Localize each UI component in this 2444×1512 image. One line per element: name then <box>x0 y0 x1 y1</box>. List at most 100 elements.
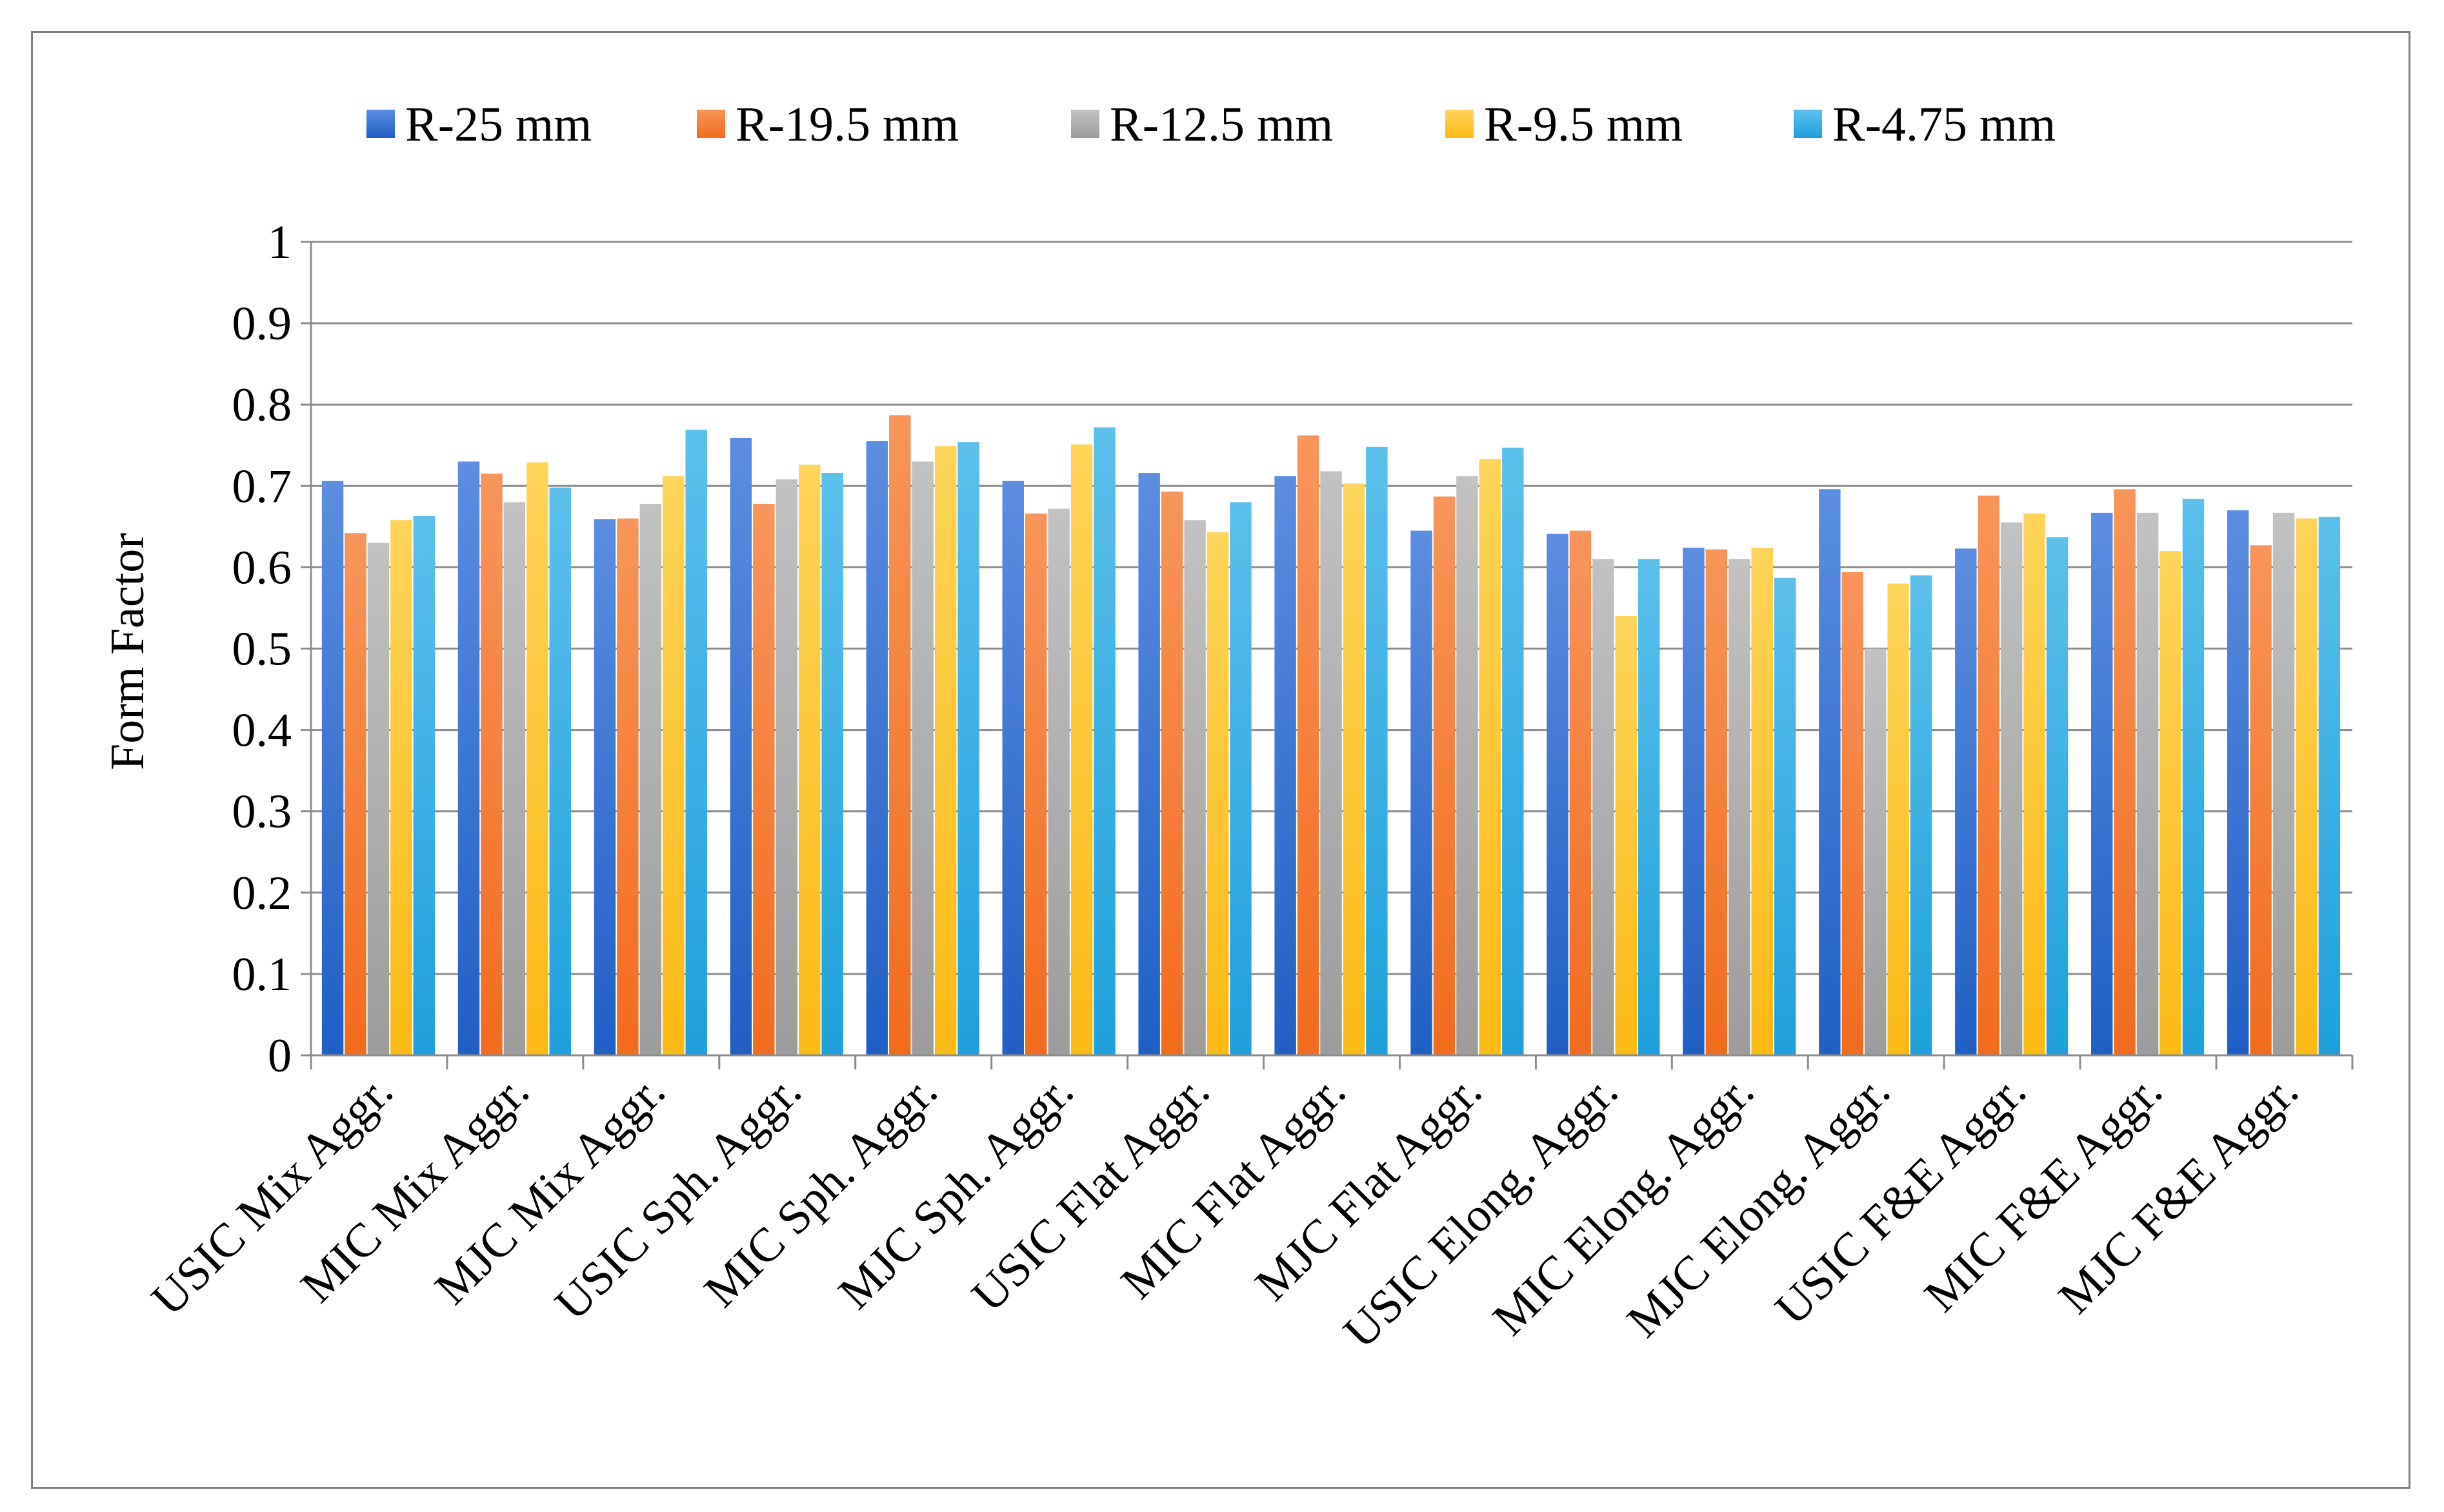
bar-3-series-5 <box>685 430 707 1055</box>
x-category-label: MJC Sph. Aggr. <box>828 1064 1083 1319</box>
bar-4-series-1 <box>730 437 752 1055</box>
legend-label-5: R-4.75 mm <box>1832 97 2056 152</box>
y-tick-label: 0.1 <box>232 948 292 1001</box>
bar-13-series-3 <box>2000 522 2023 1055</box>
bar-8-series-5 <box>1366 446 1388 1055</box>
bar-10-series-2 <box>1569 530 1592 1055</box>
x-category-label: USIC F&E Aggr. <box>1765 1064 2036 1335</box>
legend-swatch-3 <box>1071 110 1099 138</box>
bar-3-series-1 <box>594 519 616 1055</box>
bar-8-series-2 <box>1297 435 1319 1055</box>
bar-11-series-3 <box>1728 559 1750 1055</box>
legend-swatch-1 <box>366 110 395 138</box>
bar-6-series-2 <box>1025 513 1047 1055</box>
legend-label-2: R-19.5 mm <box>736 97 959 152</box>
bar-1-series-2 <box>345 533 366 1055</box>
x-category-label: MIC Sph. Aggr. <box>694 1064 947 1317</box>
bar-2-series-4 <box>526 462 548 1055</box>
bar-10-series-5 <box>1638 559 1660 1055</box>
bar-5-series-3 <box>912 461 934 1055</box>
x-category-label: USIC Flat Aggr. <box>962 1064 1220 1322</box>
bar-13-series-4 <box>2023 513 2045 1055</box>
bar-14-series-1 <box>2091 512 2113 1055</box>
bar-14-series-5 <box>2182 499 2205 1055</box>
bar-4-series-4 <box>798 464 821 1055</box>
y-tick-label: 0 <box>268 1030 292 1082</box>
bar-2-series-1 <box>457 461 480 1055</box>
bar-9-series-5 <box>1502 448 1524 1055</box>
bar-2-series-5 <box>549 487 571 1055</box>
y-tick-label: 1 <box>268 216 292 269</box>
y-tick-label: 0.2 <box>232 867 292 920</box>
bar-11-series-4 <box>1751 548 1773 1055</box>
bar-1-series-5 <box>413 515 436 1055</box>
bar-11-series-5 <box>1774 577 1796 1055</box>
bar-9-series-1 <box>1410 530 1432 1055</box>
x-category-label: MJC F&E Aggr. <box>2048 1064 2309 1324</box>
bar-8-series-3 <box>1320 471 1342 1055</box>
legend-swatch-4 <box>1445 110 1474 138</box>
y-tick-label: 0.9 <box>232 297 292 350</box>
bar-8-series-1 <box>1274 476 1296 1055</box>
bar-15-series-1 <box>2227 510 2249 1055</box>
y-axis-ticks: 0 0.1 0.2 0.3 0.4 0.5 0.6 0.7 0.8 0.9 1 <box>232 216 311 1082</box>
bar-5-series-5 <box>957 442 979 1055</box>
bar-11-series-1 <box>1683 548 1705 1055</box>
bar-2-series-3 <box>503 502 526 1055</box>
bar-10-series-1 <box>1547 533 1568 1055</box>
bar-14-series-3 <box>2136 512 2159 1055</box>
bar-7-series-5 <box>1230 502 1252 1055</box>
bar-11-series-2 <box>1705 549 1728 1055</box>
y-tick-label: 0.4 <box>232 704 292 757</box>
legend-label-3: R-12.5 mm <box>1110 97 1333 152</box>
bar-15-series-3 <box>2272 512 2295 1055</box>
bar-15-series-5 <box>2318 517 2341 1055</box>
bar-6-series-3 <box>1048 508 1070 1055</box>
bar-3-series-3 <box>639 504 662 1055</box>
legend-label-1: R-25 mm <box>405 97 592 152</box>
x-category-label: MIC F&E Aggr. <box>1914 1064 2172 1322</box>
bar-6-series-4 <box>1070 444 1093 1055</box>
bar-1-series-3 <box>367 542 390 1055</box>
x-category-label: MJC Mix Aggr. <box>425 1064 676 1315</box>
bar-4-series-2 <box>753 504 775 1055</box>
bar-13-series-5 <box>2046 537 2068 1055</box>
bar-4-series-5 <box>821 473 843 1055</box>
y-axis-title: Form Factor <box>101 533 154 770</box>
x-category-label: USIC Mix Aggr. <box>141 1064 403 1326</box>
bar-5-series-4 <box>934 446 957 1055</box>
bar-7-series-1 <box>1138 473 1160 1055</box>
bar-9-series-4 <box>1479 459 1501 1055</box>
bar-4-series-3 <box>776 479 797 1055</box>
bar-1-series-1 <box>321 481 344 1055</box>
bar-12-series-2 <box>1841 572 1864 1055</box>
bar-6-series-1 <box>1002 481 1024 1055</box>
bar-1-series-4 <box>390 520 412 1055</box>
bar-13-series-2 <box>1978 495 1999 1055</box>
y-tick-label: 0.6 <box>232 541 292 594</box>
legend: R-25 mm R-19.5 mm R-12.5 mm R-9.5 mm R-4.75 … <box>366 97 2056 152</box>
bar-5-series-1 <box>866 441 888 1055</box>
bar-10-series-4 <box>1615 616 1638 1055</box>
bar-8-series-4 <box>1343 483 1365 1055</box>
y-tick-label: 0.3 <box>232 786 292 839</box>
bar-13-series-1 <box>1955 548 1977 1055</box>
bar-3-series-4 <box>663 476 685 1055</box>
bar-12-series-3 <box>1865 648 1887 1055</box>
bar-9-series-2 <box>1433 496 1456 1055</box>
bar-7-series-2 <box>1161 492 1183 1055</box>
bar-7-series-3 <box>1184 520 1206 1055</box>
bar-14-series-4 <box>2159 551 2181 1055</box>
bar-12-series-4 <box>1887 583 1909 1055</box>
bar-5-series-2 <box>889 415 911 1055</box>
legend-label-4: R-9.5 mm <box>1484 97 1683 152</box>
bars <box>321 415 2341 1055</box>
bar-15-series-4 <box>2296 518 2318 1055</box>
y-tick-label: 0.8 <box>232 379 292 432</box>
y-tick-label: 0.5 <box>232 623 292 676</box>
bar-14-series-2 <box>2114 489 2136 1055</box>
bar-15-series-2 <box>2250 545 2272 1055</box>
bar-7-series-4 <box>1207 532 1229 1055</box>
bar-2-series-2 <box>481 473 503 1055</box>
